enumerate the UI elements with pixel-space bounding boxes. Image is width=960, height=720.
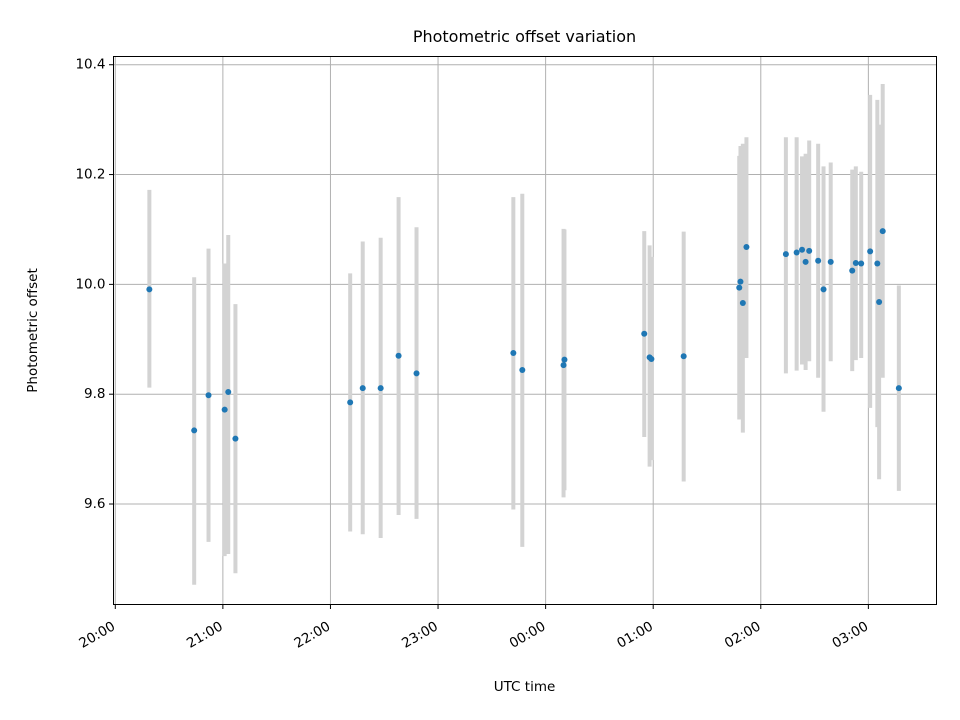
- data-point: [395, 352, 402, 359]
- data-point: [858, 260, 865, 267]
- data-point: [413, 370, 420, 377]
- data-point: [876, 298, 883, 305]
- data-point: [802, 258, 809, 265]
- data-point: [519, 367, 526, 374]
- y-tick-label: 9.6: [84, 496, 105, 512]
- data-point: [347, 399, 354, 406]
- data-points: [146, 228, 902, 442]
- data-point: [793, 249, 800, 256]
- y-axis-ticks: 9.6 9.8 10.0 10.2 10.4: [75, 57, 114, 512]
- data-point: [806, 247, 813, 254]
- data-point: [799, 246, 806, 253]
- x-axis-label: UTC time: [494, 679, 556, 695]
- data-point: [743, 244, 750, 251]
- data-point: [641, 330, 648, 337]
- data-point: [867, 248, 874, 255]
- data-point: [221, 406, 228, 413]
- data-point: [510, 350, 517, 357]
- plot-frame: [113, 56, 937, 605]
- y-tick-label: 9.8: [84, 386, 105, 402]
- data-point: [232, 435, 239, 442]
- data-point: [827, 258, 834, 265]
- chart-title: Photometric offset variation: [413, 27, 636, 46]
- data-point: [146, 286, 153, 293]
- x-axis-ticks: 20:00 21:00 22:00 23:00 00:00 01:00 02:00 03:00: [76, 604, 871, 652]
- data-point: [648, 356, 655, 363]
- x-tick-label: 00:00: [507, 618, 549, 651]
- data-point: [852, 259, 859, 266]
- x-tick-label: 20:00: [76, 618, 118, 651]
- error-bars: [147, 83, 901, 585]
- data-point: [782, 251, 789, 258]
- data-point: [895, 385, 902, 392]
- data-point: [205, 392, 212, 399]
- data-point: [736, 284, 743, 291]
- x-tick-label: 21:00: [184, 618, 226, 651]
- data-point: [359, 385, 366, 392]
- data-point: [680, 353, 687, 360]
- data-point: [815, 257, 822, 264]
- data-point: [560, 362, 567, 369]
- x-tick-label: 23:00: [399, 618, 441, 651]
- y-tick-label: 10.4: [75, 57, 105, 73]
- data-point: [879, 228, 886, 235]
- x-tick-label: 02:00: [722, 618, 764, 651]
- y-tick-label: 10.0: [75, 276, 105, 292]
- x-tick-label: 01:00: [614, 618, 656, 651]
- data-point: [874, 260, 881, 267]
- y-tick-label: 10.2: [75, 167, 105, 183]
- data-point: [820, 286, 827, 293]
- data-point: [561, 356, 568, 363]
- data-point: [739, 300, 746, 307]
- data-point: [849, 267, 856, 274]
- x-tick-label: 22:00: [292, 618, 334, 651]
- data-point: [225, 388, 232, 395]
- data-point: [377, 385, 384, 392]
- data-point: [191, 427, 198, 434]
- data-point: [737, 278, 744, 285]
- y-axis-label: Photometric offset: [25, 268, 41, 392]
- x-tick-label: 03:00: [829, 618, 871, 651]
